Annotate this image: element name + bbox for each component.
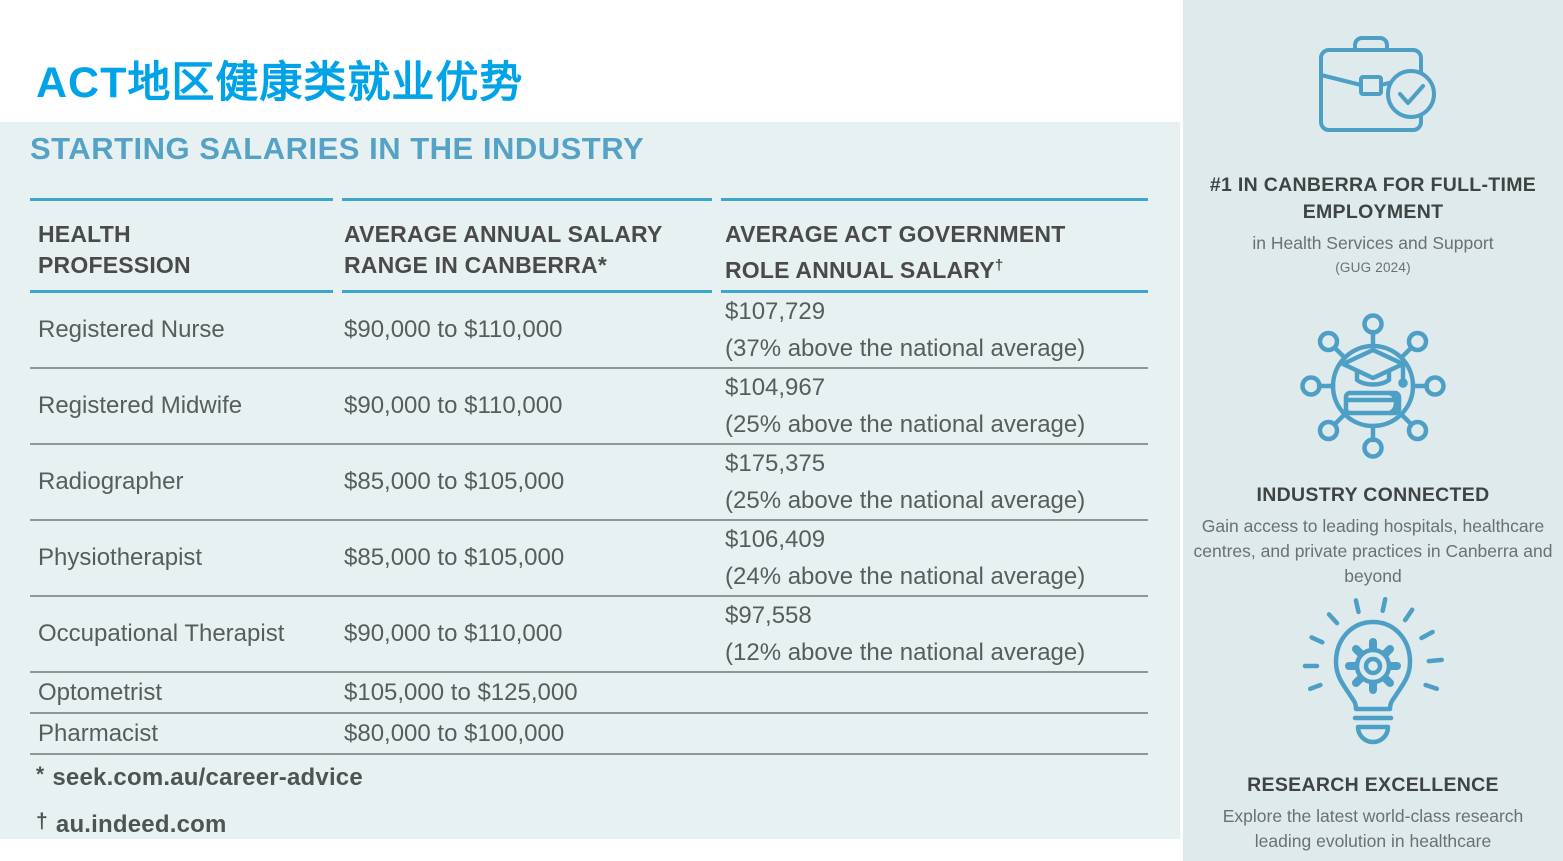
gov-salary-cell: $97,558 (12% above the national average) bbox=[721, 597, 1148, 671]
table-row: Registered Midwife $90,000 to $110,000 $… bbox=[30, 369, 1148, 445]
fact-title: #1 IN CANBERRA FOR FULL-TIME EMPLOYMENT bbox=[1209, 174, 1537, 223]
salaries-panel: STARTING SALARIES IN THE INDUSTRY HEALTH… bbox=[0, 122, 1180, 839]
gov-salary-amount: $175,375 bbox=[725, 450, 826, 477]
gov-salary-amount: $107,729 bbox=[725, 298, 826, 325]
header-gov-salary: AVERAGE ACT GOVERNMENT ROLE ANNUAL SALAR… bbox=[721, 198, 1148, 293]
gov-salary-cell: $107,729 (37% above the national average… bbox=[721, 293, 1148, 367]
header-salary-range: AVERAGE ANNUAL SALARY RANGE IN CANBERRA* bbox=[342, 198, 712, 293]
fact-card-employment: #1 IN CANBERRA FOR FULL-TIME EMPLOYMENT … bbox=[1183, 30, 1563, 275]
header-health-profession: HEALTH PROFESSION bbox=[30, 198, 333, 293]
briefcase-check-icon bbox=[1308, 30, 1438, 142]
fact-body: Gain access to leading hospitals, health… bbox=[1193, 516, 1553, 586]
table-header-row: HEALTH PROFESSION AVERAGE ANNUAL SALARY … bbox=[30, 198, 1148, 293]
lightbulb-gear-icon bbox=[1298, 596, 1448, 746]
fact-title: RESEARCH EXCELLENCE bbox=[1247, 774, 1499, 796]
gov-salary-note: (25% above the national average) bbox=[725, 411, 1086, 438]
footnote-seek: * seek.com.au/career-advice bbox=[36, 758, 363, 795]
salary-range-cell: $90,000 to $110,000 bbox=[344, 316, 563, 343]
fact-source-note: (GUG 2024) bbox=[1335, 260, 1411, 275]
footnote-text: au.indeed.com bbox=[55, 811, 227, 838]
profession-cell: Optometrist bbox=[38, 678, 163, 706]
industry-network-icon bbox=[1293, 306, 1453, 466]
salary-range-cell: $105,000 to $125,000 bbox=[344, 678, 578, 706]
footnotes: * seek.com.au/career-advice † au.indeed.co… bbox=[36, 758, 363, 852]
gov-salary-cell: $104,967 (25% above the national average… bbox=[721, 369, 1148, 443]
table-row: Physiotherapist $85,000 to $105,000 $106… bbox=[30, 521, 1148, 597]
section-heading: STARTING SALARIES IN THE INDUSTRY bbox=[30, 131, 645, 166]
table-row: Optometrist $105,000 to $125,000 bbox=[30, 673, 1148, 714]
asterisk-marker: * bbox=[36, 763, 45, 786]
gov-salary-note: (25% above the national average) bbox=[725, 487, 1086, 514]
profession-cell: Registered Nurse bbox=[38, 316, 225, 343]
fact-card-research: RESEARCH EXCELLENCE Explore the latest w… bbox=[1183, 596, 1563, 854]
gov-salary-amount: $106,409 bbox=[725, 526, 826, 553]
salary-range-cell: $85,000 to $105,000 bbox=[344, 544, 565, 571]
fact-title: INDUSTRY CONNECTED bbox=[1256, 484, 1490, 506]
dagger-symbol: † bbox=[994, 257, 1004, 274]
page-title: ACT地区健康类就业优势 bbox=[36, 59, 524, 107]
gov-salary-note: (12% above the national average) bbox=[725, 639, 1086, 666]
gov-salary-amount: $97,558 bbox=[725, 602, 812, 629]
salary-range-cell: $90,000 to $110,000 bbox=[344, 392, 563, 419]
gov-salary-cell: $175,375 (25% above the national average… bbox=[721, 445, 1148, 519]
table-row: Occupational Therapist $90,000 to $110,0… bbox=[30, 597, 1148, 673]
gov-salary-note: (37% above the national average) bbox=[725, 335, 1086, 362]
salary-range-cell: $90,000 to $110,000 bbox=[344, 620, 563, 647]
gov-salary-cell: $106,409 (24% above the national average… bbox=[721, 521, 1148, 595]
profession-cell: Occupational Therapist bbox=[38, 620, 285, 647]
gov-salary-amount: $104,967 bbox=[725, 374, 826, 401]
footnote-indeed: † au.indeed.com bbox=[36, 805, 363, 842]
table-row: Pharmacist $80,000 to $100,000 bbox=[30, 714, 1148, 755]
profession-cell: Registered Midwife bbox=[38, 392, 243, 419]
fact-card-industry: INDUSTRY CONNECTED Gain access to leadin… bbox=[1183, 306, 1563, 589]
salary-range-cell: $85,000 to $105,000 bbox=[344, 468, 565, 495]
profession-cell: Pharmacist bbox=[38, 719, 159, 747]
facts-sidebar: #1 IN CANBERRA FOR FULL-TIME EMPLOYMENT … bbox=[1183, 0, 1563, 861]
profession-cell: Physiotherapist bbox=[38, 544, 203, 571]
salary-range-cell: $80,000 to $100,000 bbox=[344, 719, 565, 747]
salary-table: HEALTH PROFESSION AVERAGE ANNUAL SALARY … bbox=[30, 198, 1148, 755]
fact-subtitle: in Health Services and Support bbox=[1252, 233, 1494, 253]
table-row: Registered Nurse $90,000 to $110,000 $10… bbox=[30, 293, 1148, 369]
gov-salary-note: (24% above the national average) bbox=[725, 563, 1086, 590]
footnote-text: seek.com.au/career-advice bbox=[52, 764, 363, 791]
dagger-marker: † bbox=[36, 810, 48, 833]
table-row: Radiographer $85,000 to $105,000 $175,37… bbox=[30, 445, 1148, 521]
fact-body: Explore the latest world-class research … bbox=[1222, 806, 1524, 851]
profession-cell: Radiographer bbox=[38, 468, 184, 495]
